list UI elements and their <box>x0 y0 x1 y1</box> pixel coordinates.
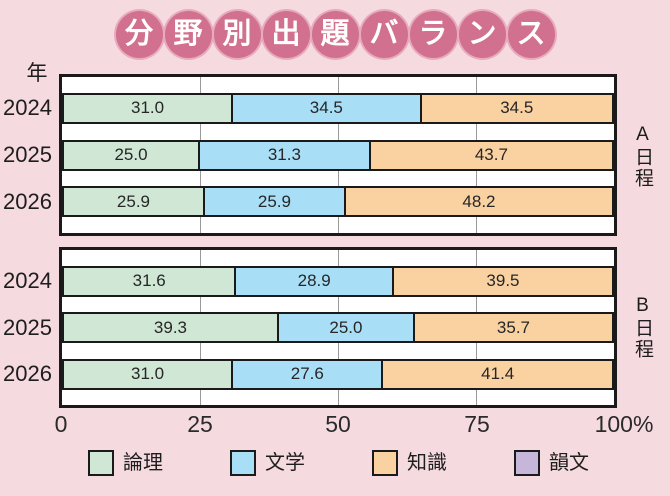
x-axis-tick: 50 <box>325 411 351 437</box>
year-label: 2024 <box>3 268 52 293</box>
bar-segment-bungaku: 27.6 <box>231 358 384 390</box>
title-char-circle: ス <box>507 11 555 58</box>
title-char-circle: 別 <box>213 11 261 58</box>
x-axis-tick: 0 <box>54 411 68 437</box>
bar-segment-ronri: 31.0 <box>62 358 234 390</box>
bar-value-label: 25.0 <box>329 317 363 337</box>
year-label: 2025 <box>3 315 52 340</box>
bar-segment-bungaku: 28.9 <box>234 265 394 297</box>
bar-value-label: 28.9 <box>297 271 331 290</box>
year-label: 2024 <box>3 95 52 120</box>
title-char-circle: 題 <box>311 11 359 58</box>
bar-segment-chishiki: 43.7 <box>368 139 614 171</box>
title-char: 野 <box>173 18 203 50</box>
bar-value-label: 31.0 <box>131 364 165 383</box>
legend-label: 論理 <box>123 452 163 474</box>
bar-value-label: 27.6 <box>290 364 324 383</box>
legend-item-inbun: 韻文 <box>514 450 589 476</box>
bar-segment-bungaku: 25.9 <box>202 186 346 218</box>
legend-swatch-purple <box>514 450 540 476</box>
legend-item-ronri: 論理 <box>88 450 163 476</box>
year-axis-label: 年 <box>26 62 48 85</box>
bar-value-label: 34.5 <box>500 98 534 118</box>
bar-value-label: 43.7 <box>474 145 508 164</box>
bar-row-b-2024: 31.6 28.9 39.5 <box>62 265 614 297</box>
year-label: 2026 <box>3 189 52 214</box>
bar-segment-ronri: 31.6 <box>62 265 237 297</box>
bar-segment-ronri: 25.0 <box>62 139 200 171</box>
title-char-circle: 分 <box>115 11 163 58</box>
title-char-circle: バ <box>360 11 408 58</box>
group-label-a-nittei: A日程 <box>632 124 653 189</box>
legend-label: 文学 <box>265 452 305 474</box>
bar-segment-ronri: 25.9 <box>62 186 205 218</box>
bar-value-label: 31.6 <box>132 271 166 290</box>
legend-item-bungaku: 文学 <box>230 450 305 476</box>
title-char: 別 <box>222 18 252 50</box>
bar-segment-ronri: 39.3 <box>62 312 279 343</box>
bar-row-a-2026: 25.9 25.9 48.2 <box>62 186 614 218</box>
x-axis-tick: 25 <box>187 411 213 437</box>
title-char-circle: 野 <box>164 11 212 58</box>
bar-value-label: 39.5 <box>486 271 520 290</box>
legend-swatch-green <box>88 450 114 476</box>
bar-value-label: 31.3 <box>267 145 301 164</box>
title-char-circle: ン <box>458 11 506 58</box>
bar-value-label: 39.3 <box>153 317 187 337</box>
bar-value-label: 48.2 <box>462 191 496 211</box>
bar-segment-bungaku: 25.0 <box>276 312 415 343</box>
bar-segment-ronri: 31.0 <box>62 92 234 124</box>
bar-row-b-2025: 39.3 25.0 35.7 <box>62 312 614 343</box>
bar-value-label: 31.0 <box>131 98 165 118</box>
x-axis-tick: 75 <box>464 411 490 437</box>
legend-item-chishiki: 知識 <box>372 450 447 476</box>
page-title: 分 野 別 出 題 バ ラ ン ス <box>0 11 670 58</box>
title-char: ラ <box>418 18 448 50</box>
bar-segment-chishiki: 34.5 <box>419 92 614 124</box>
bar-segment-chishiki: 41.4 <box>381 358 614 390</box>
bar-value-label: 41.4 <box>481 364 515 383</box>
chart-schedule-b: 31.6 28.9 39.5 39.3 25.0 35.7 31.0 27.6 … <box>59 247 617 408</box>
title-char-circle: 出 <box>262 11 310 58</box>
year-label: 2025 <box>3 142 52 167</box>
bar-value-label: 25.9 <box>116 191 151 211</box>
bar-row-a-2025: 25.0 31.3 43.7 <box>62 139 614 171</box>
title-char: 分 <box>124 18 154 50</box>
title-char: ン <box>467 18 497 50</box>
legend-swatch-orange <box>372 450 398 476</box>
legend-swatch-blue <box>230 450 256 476</box>
bar-segment-bungaku: 31.3 <box>198 139 371 171</box>
bar-segment-bungaku: 34.5 <box>231 92 422 124</box>
bar-value-label: 25.9 <box>257 191 291 211</box>
bar-value-label: 35.7 <box>496 317 530 337</box>
bar-segment-chishiki: 48.2 <box>343 186 614 218</box>
bar-value-label: 34.5 <box>309 98 343 118</box>
title-char: 出 <box>271 18 301 50</box>
group-label-b-nittei: B日程 <box>632 295 653 360</box>
title-char: バ <box>369 18 399 50</box>
title-char-circle: ラ <box>409 11 457 58</box>
legend-label: 知識 <box>407 452 447 474</box>
bar-segment-chishiki: 39.5 <box>391 265 614 297</box>
x-axis-tick: 100% <box>594 411 654 437</box>
title-char: 題 <box>320 18 350 50</box>
year-label: 2026 <box>3 361 52 386</box>
legend-label: 韻文 <box>549 452 589 474</box>
bar-segment-chishiki: 35.7 <box>412 312 614 343</box>
bar-value-label: 25.0 <box>114 145 148 164</box>
bar-row-a-2024: 31.0 34.5 34.5 <box>62 92 614 124</box>
bar-row-b-2026: 31.0 27.6 41.4 <box>62 358 614 390</box>
title-char: ス <box>516 18 546 50</box>
chart-schedule-a: 31.0 34.5 34.5 25.0 31.3 43.7 25.9 25.9 … <box>59 74 617 236</box>
